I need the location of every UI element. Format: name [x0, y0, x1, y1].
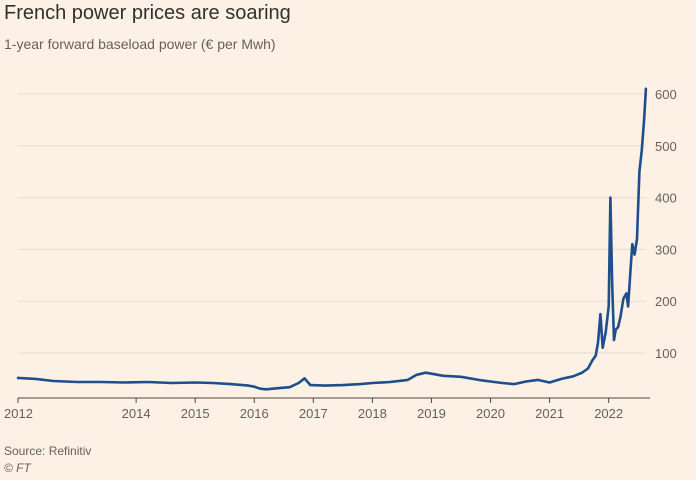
x-tick-label-2020: 2020 — [476, 406, 505, 421]
x-tick-label-2021: 2021 — [535, 406, 564, 421]
x-tick-label-2022: 2022 — [594, 406, 623, 421]
x-tick-label-2016: 2016 — [240, 406, 269, 421]
series-line-0 — [16, 87, 648, 391]
x-tick-label-2019: 2019 — [417, 406, 446, 421]
y-tick-label-300: 300 — [655, 242, 677, 257]
line-chart: 100 200 300 400 500 600 2012 2014 2015 2016 2017 20… — [4, 87, 677, 421]
y-tick-label-600: 600 — [655, 87, 677, 102]
chart-subtitle: 1-year forward baseload power (€ per Mwh… — [4, 36, 276, 52]
axis-layer: 100 200 300 400 500 600 2012 2014 2015 2016 2017 20… — [4, 87, 677, 421]
y-tick-label-500: 500 — [655, 139, 677, 154]
x-tick-label-2014: 2014 — [122, 406, 151, 421]
source-note: Source: Refinitiv — [4, 444, 92, 458]
x-tick-label-2015: 2015 — [181, 406, 210, 421]
y-tick-label-400: 400 — [655, 191, 677, 206]
x-tick-label-2018: 2018 — [358, 406, 387, 421]
x-tick-label-2012: 2012 — [4, 406, 33, 421]
y-tick-label-100: 100 — [655, 346, 677, 361]
grid-layer — [18, 93, 646, 354]
y-tick-label-200: 200 — [655, 294, 677, 309]
chart-title: French power prices are soaring — [4, 2, 291, 24]
x-tick-label-2017: 2017 — [299, 406, 328, 421]
series-layer — [16, 87, 648, 391]
copyright-credit: © FT — [4, 461, 31, 475]
